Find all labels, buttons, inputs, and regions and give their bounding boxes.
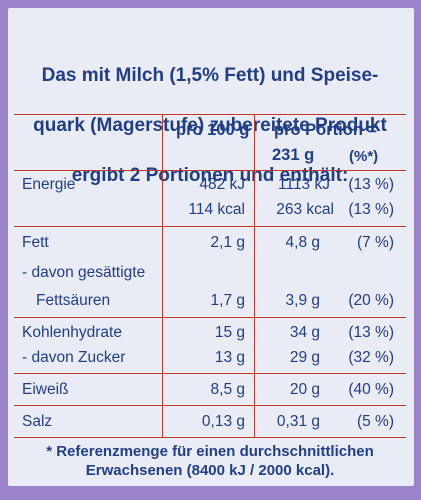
energie-kj-100g: 482 kJ bbox=[199, 176, 245, 193]
rule-energie-bottom bbox=[14, 226, 406, 227]
eiweiss-percent: (40 %) bbox=[348, 381, 394, 398]
energie-kcal-100g: 114 kcal bbox=[188, 201, 245, 218]
zucker-percent: (32 %) bbox=[348, 349, 394, 366]
nutrition-label-paper bbox=[8, 8, 414, 486]
vrule-label-col bbox=[162, 114, 163, 437]
row-gesaettigte-label-1: - davon gesättigte bbox=[22, 264, 146, 281]
rule-fett-bottom bbox=[14, 317, 406, 318]
gesaettigte-100g: 1,7 g bbox=[210, 292, 245, 309]
heading-line-1: Das mit Milch (1,5% Fett) und Speise- bbox=[41, 65, 379, 86]
footnote-line-2: Erwachsenen (8400 kJ / 2000 kcal). bbox=[85, 462, 335, 479]
salz-portion: 0,31 g bbox=[276, 413, 320, 430]
torn-edge bbox=[8, 478, 414, 492]
vrule-100g-col bbox=[254, 114, 255, 437]
row-energie-label: Energie bbox=[22, 176, 76, 193]
fett-portion: 4,8 g bbox=[285, 234, 320, 251]
rule-eiweiss-bottom bbox=[14, 405, 406, 406]
reference-footnote: * Referenzmenge für einen durchschnittli… bbox=[20, 442, 400, 480]
energie-kcal-portion: 263 kcal bbox=[276, 201, 334, 218]
rule-salz-bottom bbox=[14, 437, 406, 438]
kohlenhydrate-100g: 15 g bbox=[214, 324, 245, 341]
zucker-100g: 13 g bbox=[214, 349, 245, 366]
row-gesaettigte-label-2: Fettsäuren bbox=[36, 292, 111, 309]
row-zucker-label: - davon Zucker bbox=[22, 349, 126, 366]
col-header-percent: (%*) bbox=[349, 148, 379, 165]
zucker-portion: 29 g bbox=[289, 349, 320, 366]
row-salz-label: Salz bbox=[22, 413, 53, 430]
col-header-portion-size: 231 g bbox=[272, 146, 315, 164]
gesaettigte-portion: 3,9 g bbox=[285, 292, 320, 309]
row-kohlenhydrate-label: Kohlenhydrate bbox=[22, 324, 122, 341]
eiweiss-portion: 20 g bbox=[289, 381, 320, 398]
row-eiweiss-label: Eiweiß bbox=[22, 381, 69, 398]
rule-kohlenhydrate-bottom bbox=[14, 373, 406, 374]
rule-top bbox=[14, 114, 406, 115]
salz-100g: 0,13 g bbox=[201, 413, 245, 430]
footnote-line-1: * Referenzmenge für einen durchschnittli… bbox=[46, 443, 374, 460]
rule-header-bottom bbox=[14, 170, 406, 171]
col-header-per100: pro 100 g bbox=[176, 121, 250, 139]
heading-line-2: quark (Magerstufe) zubereitete Produkt bbox=[33, 115, 387, 136]
energie-kj-percent: (13 %) bbox=[348, 176, 394, 193]
row-fett-label: Fett bbox=[22, 234, 49, 251]
fett-percent: (7 %) bbox=[356, 234, 394, 251]
gesaettigte-percent: (20 %) bbox=[348, 292, 394, 309]
fett-100g: 2,1 g bbox=[210, 234, 245, 251]
salz-percent: (5 %) bbox=[356, 413, 394, 430]
col-header-per-portion: pro Portion = bbox=[274, 121, 378, 139]
energie-kcal-percent: (13 %) bbox=[348, 201, 394, 218]
kohlenhydrate-percent: (13 %) bbox=[348, 324, 394, 341]
eiweiss-100g: 8,5 g bbox=[210, 381, 245, 398]
energie-kj-portion: 1113 kJ bbox=[278, 176, 330, 193]
kohlenhydrate-portion: 34 g bbox=[289, 324, 320, 341]
